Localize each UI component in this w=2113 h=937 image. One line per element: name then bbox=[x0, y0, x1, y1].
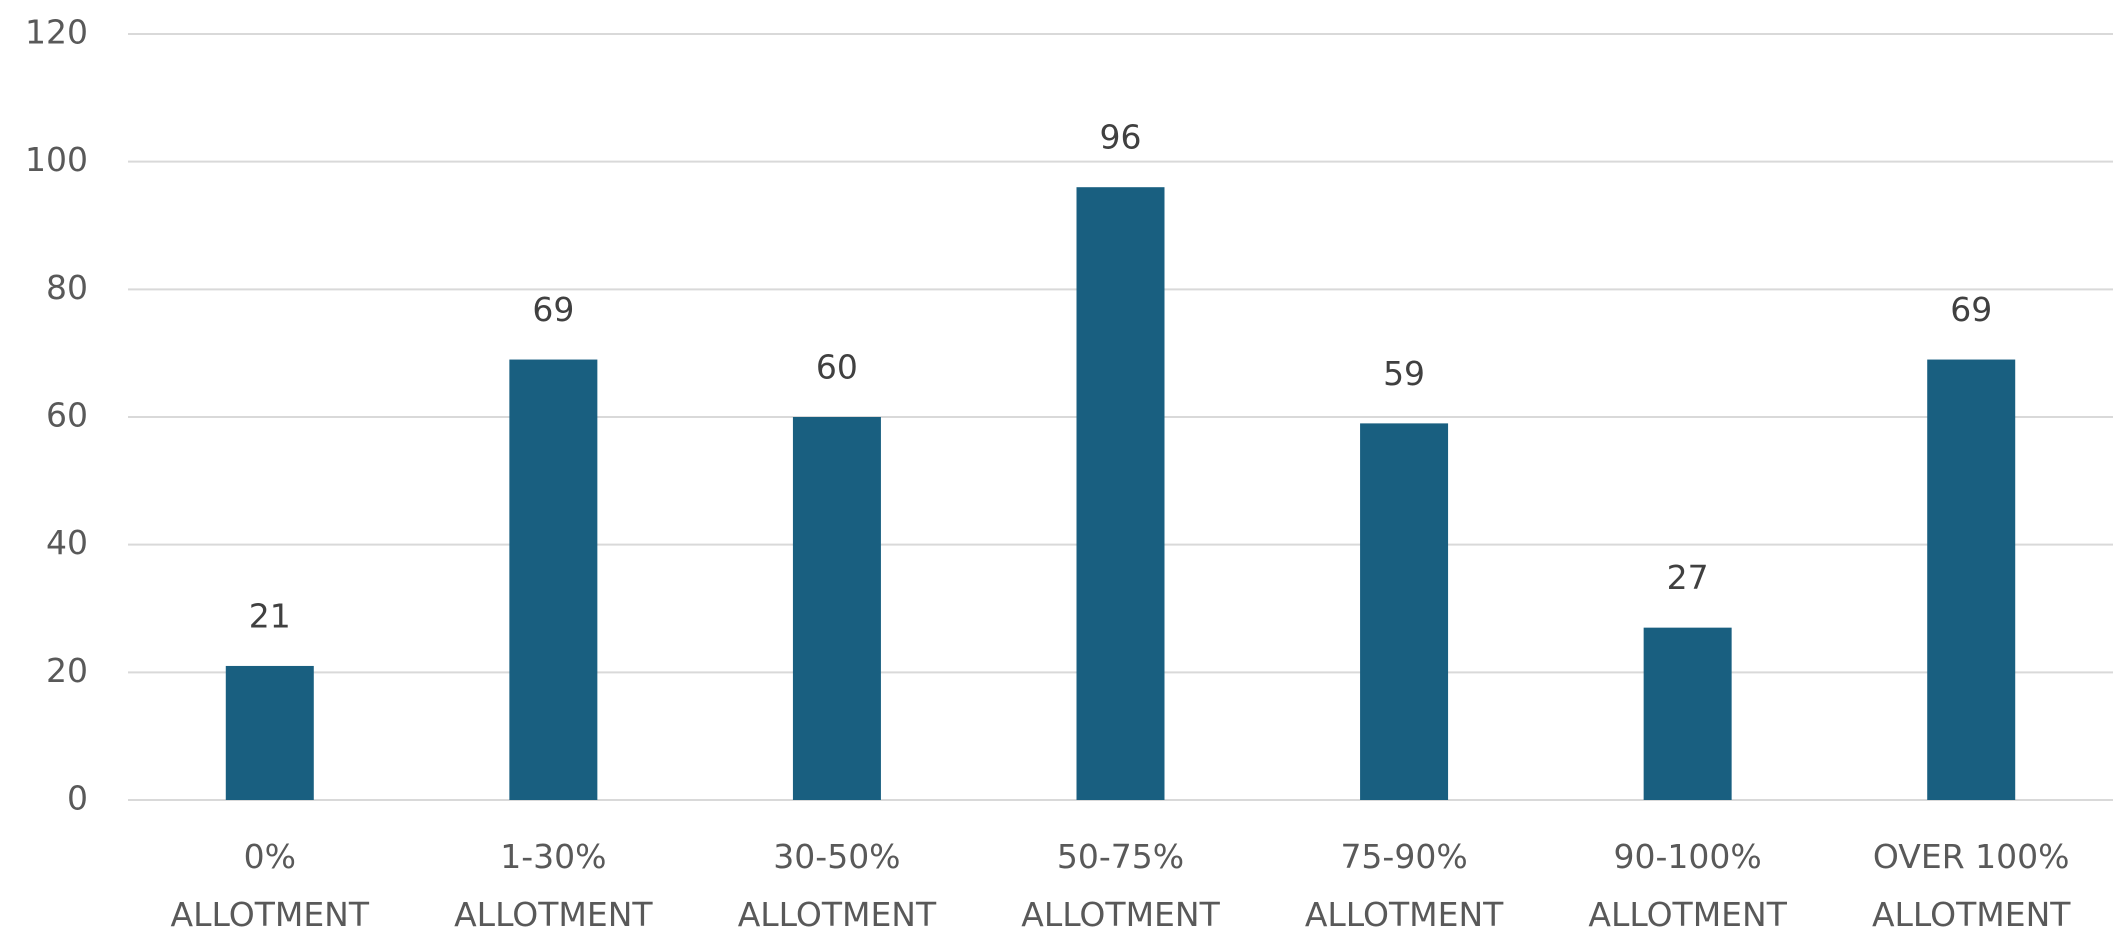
x-tick-label-line: 75-90% bbox=[1340, 837, 1467, 876]
x-tick-label: 1-30% ALLOTMENT bbox=[454, 837, 653, 934]
x-tick-label: 50-75% ALLOTMENT bbox=[1021, 837, 1220, 934]
x-tick-label-line: 1-30% bbox=[500, 837, 606, 876]
y-tick-label: 80 bbox=[46, 268, 88, 307]
y-tick-label: 100 bbox=[25, 140, 88, 179]
value-label: 69 bbox=[532, 290, 574, 329]
value-label: 27 bbox=[1667, 558, 1709, 597]
y-tick-label: 0 bbox=[67, 779, 88, 818]
value-label: 21 bbox=[249, 596, 291, 635]
x-tick-label: 75-90% ALLOTMENT bbox=[1305, 837, 1504, 934]
x-tick-label-line: ALLOTMENT bbox=[454, 895, 653, 934]
value-label: 69 bbox=[1950, 290, 1992, 329]
bar bbox=[225, 665, 314, 800]
x-tick-label-line: ALLOTMENT bbox=[1872, 895, 2071, 934]
x-tick-label: OVER 100% ALLOTMENT bbox=[1872, 837, 2071, 934]
x-tick-label: 90-100% ALLOTMENT bbox=[1588, 837, 1787, 934]
bar bbox=[509, 359, 598, 800]
value-label: 96 bbox=[1100, 118, 1142, 157]
x-tick-label-line: 90-100% bbox=[1614, 837, 1762, 876]
x-tick-label-line: 30-50% bbox=[773, 837, 900, 876]
x-tick-label-line: OVER 100% bbox=[1873, 837, 2070, 876]
y-tick-label: 20 bbox=[46, 651, 88, 690]
x-tick-label-line: ALLOTMENT bbox=[738, 895, 937, 934]
x-tick-label-line: ALLOTMENT bbox=[1021, 895, 1220, 934]
x-tick-label-line: 50-75% bbox=[1057, 837, 1184, 876]
bar bbox=[1643, 627, 1732, 800]
x-tick-label-line: ALLOTMENT bbox=[1588, 895, 1787, 934]
y-tick-label: 120 bbox=[25, 13, 88, 52]
x-tick-label: 0% ALLOTMENT bbox=[171, 837, 370, 934]
value-label: 60 bbox=[816, 348, 858, 387]
bar bbox=[792, 417, 881, 800]
bar bbox=[1076, 187, 1165, 800]
bar bbox=[1360, 423, 1449, 800]
x-tick-label-line: 0% bbox=[244, 837, 296, 876]
x-tick-label-line: ALLOTMENT bbox=[1305, 895, 1504, 934]
y-tick-label: 40 bbox=[46, 523, 88, 562]
x-tick-label-line: ALLOTMENT bbox=[171, 895, 370, 934]
x-tick-label: 30-50% ALLOTMENT bbox=[738, 837, 937, 934]
bar bbox=[1927, 359, 2016, 800]
value-label: 59 bbox=[1383, 354, 1425, 393]
y-tick-label: 60 bbox=[46, 396, 88, 435]
